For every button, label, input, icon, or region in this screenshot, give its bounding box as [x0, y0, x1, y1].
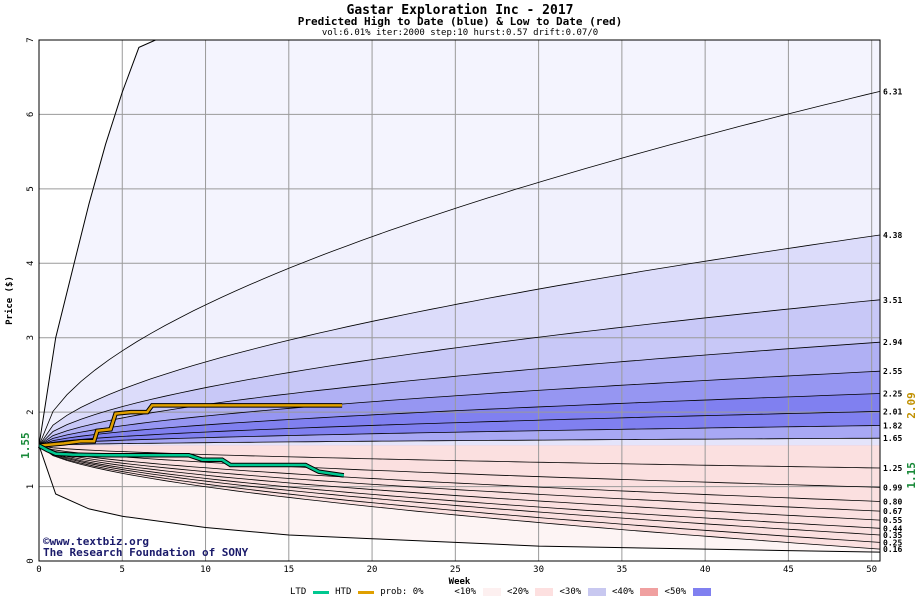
y-tick-label-3: 3 — [26, 335, 36, 340]
legend-ltd-swatch — [312, 590, 329, 594]
watermark-line2: The Research Foundation of SONY — [43, 546, 249, 559]
x-tick-label-5: 25 — [450, 565, 461, 575]
legend-item-3: <30% — [559, 587, 582, 597]
x-tick-label-6: 30 — [533, 565, 544, 575]
band-line-8 — [38, 437, 881, 446]
legend-item-0: 0% — [412, 587, 424, 597]
legend-item-1: <10% — [454, 587, 477, 597]
band-line-4 — [38, 370, 881, 446]
x-tick-label-1: 5 — [120, 565, 125, 575]
plot-frame — [38, 39, 881, 562]
chart-params: vol:6.01% iter:2000 step:10 hurst:0.57 d… — [321, 28, 599, 38]
y-tick-label-7: 7 — [26, 37, 36, 42]
band-line-14 — [38, 445, 881, 529]
legend-item-5: <50% — [664, 587, 687, 597]
x-tick-label-7: 35 — [616, 565, 627, 575]
end-label-15: 0.35 — [883, 531, 902, 540]
y-tick-label-1: 1 — [26, 484, 36, 489]
band-line-2 — [38, 299, 881, 446]
current-high-label: 2.09 — [905, 392, 918, 419]
band-line-5 — [38, 393, 881, 446]
band-line-15 — [38, 445, 881, 536]
end-label-6: 2.01 — [883, 407, 902, 416]
end-label-3: 2.94 — [883, 338, 902, 347]
y-tick-label-0: 0 — [26, 558, 36, 563]
y-tick-label-6: 6 — [26, 112, 36, 117]
band-line-10 — [38, 445, 881, 488]
series-line-htd — [38, 404, 343, 447]
band-line-17 — [38, 445, 881, 550]
band-line-7 — [38, 425, 881, 446]
end-label-17: 0.16 — [883, 545, 902, 554]
end-label-11: 0.80 — [883, 497, 902, 506]
legend-ltd-label: LTD — [290, 587, 307, 597]
lower-band-8 — [39, 445, 880, 550]
start-price-label: 1.55 — [19, 432, 32, 459]
x-tick-label-3: 15 — [283, 565, 294, 575]
band-line-16 — [38, 445, 881, 543]
legend-item-2: <20% — [506, 587, 529, 597]
end-label-13: 0.55 — [883, 516, 902, 525]
end-label-9: 1.25 — [883, 464, 902, 473]
band-line-13 — [38, 445, 881, 521]
band-line-0 — [38, 91, 881, 446]
end-label-1: 4.38 — [883, 231, 902, 240]
end-label-8: 1.65 — [883, 434, 902, 443]
legend-swatch-1 — [482, 588, 501, 596]
legend-htd-swatch — [357, 590, 374, 594]
legend: LTD HTD prob: 0% <10% <20% <30% <40% <50… — [290, 587, 712, 598]
upper-band-8 — [39, 438, 880, 446]
legend-prob-label: prob: — [380, 587, 408, 597]
current-low-label: 1.15 — [905, 462, 918, 489]
legend-swatch-0 — [430, 588, 448, 596]
y-tick-label-2: 2 — [26, 409, 36, 414]
legend-htd-label: HTD — [335, 587, 352, 597]
band-line-11 — [38, 445, 881, 502]
y-tick-label-5: 5 — [26, 186, 36, 191]
outer-upper-line — [38, 39, 156, 446]
end-label-0: 6.31 — [883, 87, 902, 96]
series-line-ltd — [38, 444, 344, 477]
watermark-line1: ©www.textbiz.org — [43, 535, 149, 548]
x-tick-label-4: 20 — [367, 565, 378, 575]
end-label-14: 0.44 — [883, 524, 902, 533]
end-label-4: 2.55 — [883, 367, 902, 376]
end-label-16: 0.25 — [883, 538, 902, 547]
band-line-1 — [38, 234, 881, 446]
outer-lower-line — [38, 445, 881, 553]
y-axis-label: Price ($) — [4, 276, 15, 325]
x-tick-label-9: 45 — [783, 565, 794, 575]
chart-title: Gastar Exploration Inc - 2017 — [346, 3, 574, 18]
legend-swatch-2 — [535, 588, 554, 596]
legend-item-4: <40% — [612, 587, 634, 597]
band-line-3 — [38, 341, 881, 446]
chart-subtitle: Predicted High to Date (blue) & Low to D… — [297, 15, 623, 28]
band-line-6 — [38, 411, 881, 446]
end-label-5: 2.25 — [883, 390, 902, 399]
legend-swatch-3 — [587, 588, 606, 596]
end-label-10: 0.99 — [883, 483, 902, 492]
legend-swatch-5 — [692, 588, 711, 596]
end-label-7: 1.82 — [883, 422, 902, 431]
end-label-2: 3.51 — [883, 296, 902, 305]
x-tick-label-0: 0 — [36, 565, 41, 575]
x-tick-label-10: 50 — [866, 565, 877, 575]
x-axis-label: Week — [449, 577, 471, 587]
x-tick-label-8: 40 — [700, 565, 711, 575]
y-tick-label-4: 4 — [26, 261, 36, 266]
band-line-12 — [38, 445, 881, 512]
x-tick-label-2: 10 — [200, 565, 211, 575]
end-label-12: 0.67 — [883, 507, 902, 516]
legend-swatch-4 — [640, 588, 659, 596]
